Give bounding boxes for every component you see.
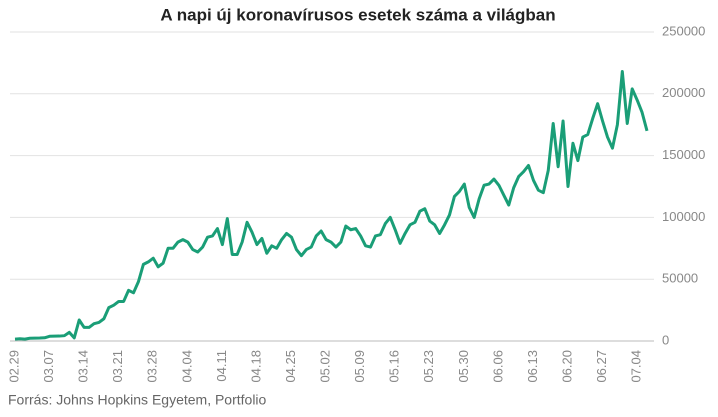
source: Forrás: Johns Hopkins Egyetem, Portfolio [8, 392, 267, 408]
y-tick-label: 250000 [662, 23, 705, 38]
y-tick-label: 150000 [662, 147, 705, 162]
x-tick-label: 06.27 [594, 350, 609, 383]
y-tick-label: 200000 [662, 85, 705, 100]
x-tick-label: 05.09 [352, 350, 367, 383]
x-tick-label: 04.11 [214, 350, 229, 382]
chart-title: A napi új koronavírusos esetek száma a v… [160, 5, 555, 24]
y-tick-label: 50000 [662, 271, 698, 286]
x-tick-label: 06.20 [559, 350, 574, 383]
x-tick-label: 06.06 [490, 350, 505, 383]
x-tick-label: 05.16 [387, 350, 402, 383]
x-tick-label: 05.30 [456, 350, 471, 383]
x-tick-label: 05.23 [421, 350, 436, 383]
x-tick-label: 05.02 [318, 350, 333, 383]
x-tick-label: 03.21 [110, 350, 125, 383]
y-tick-label: 100000 [662, 209, 705, 224]
x-tick-label: 07.04 [629, 350, 644, 383]
x-tick-label: 04.25 [283, 350, 298, 383]
x-tick-label: 03.07 [41, 350, 56, 383]
x-tick-label: 03.28 [145, 350, 160, 383]
x-tick-label: 06.13 [525, 350, 540, 383]
x-tick-label: 04.04 [179, 350, 194, 383]
y-tick-label: 0 [662, 332, 669, 347]
data-line [14, 70, 649, 341]
x-tick-label: 03.14 [76, 350, 91, 383]
x-tick-label: 04.18 [248, 350, 263, 383]
x-tick-label: 02.29 [6, 350, 21, 383]
